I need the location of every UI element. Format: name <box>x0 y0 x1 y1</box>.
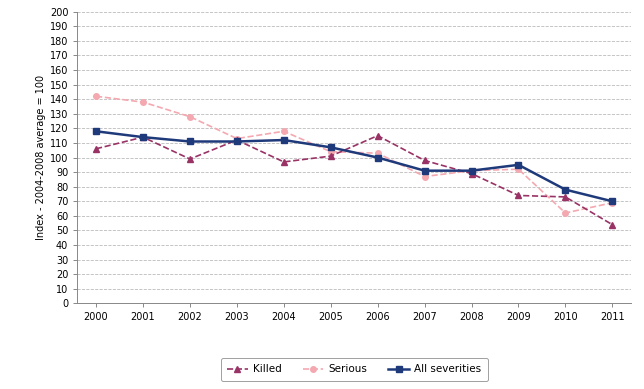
Y-axis label: Index - 2004-2008 average = 100: Index - 2004-2008 average = 100 <box>35 75 46 240</box>
Legend: Killed, Serious, All severities: Killed, Serious, All severities <box>221 358 488 381</box>
